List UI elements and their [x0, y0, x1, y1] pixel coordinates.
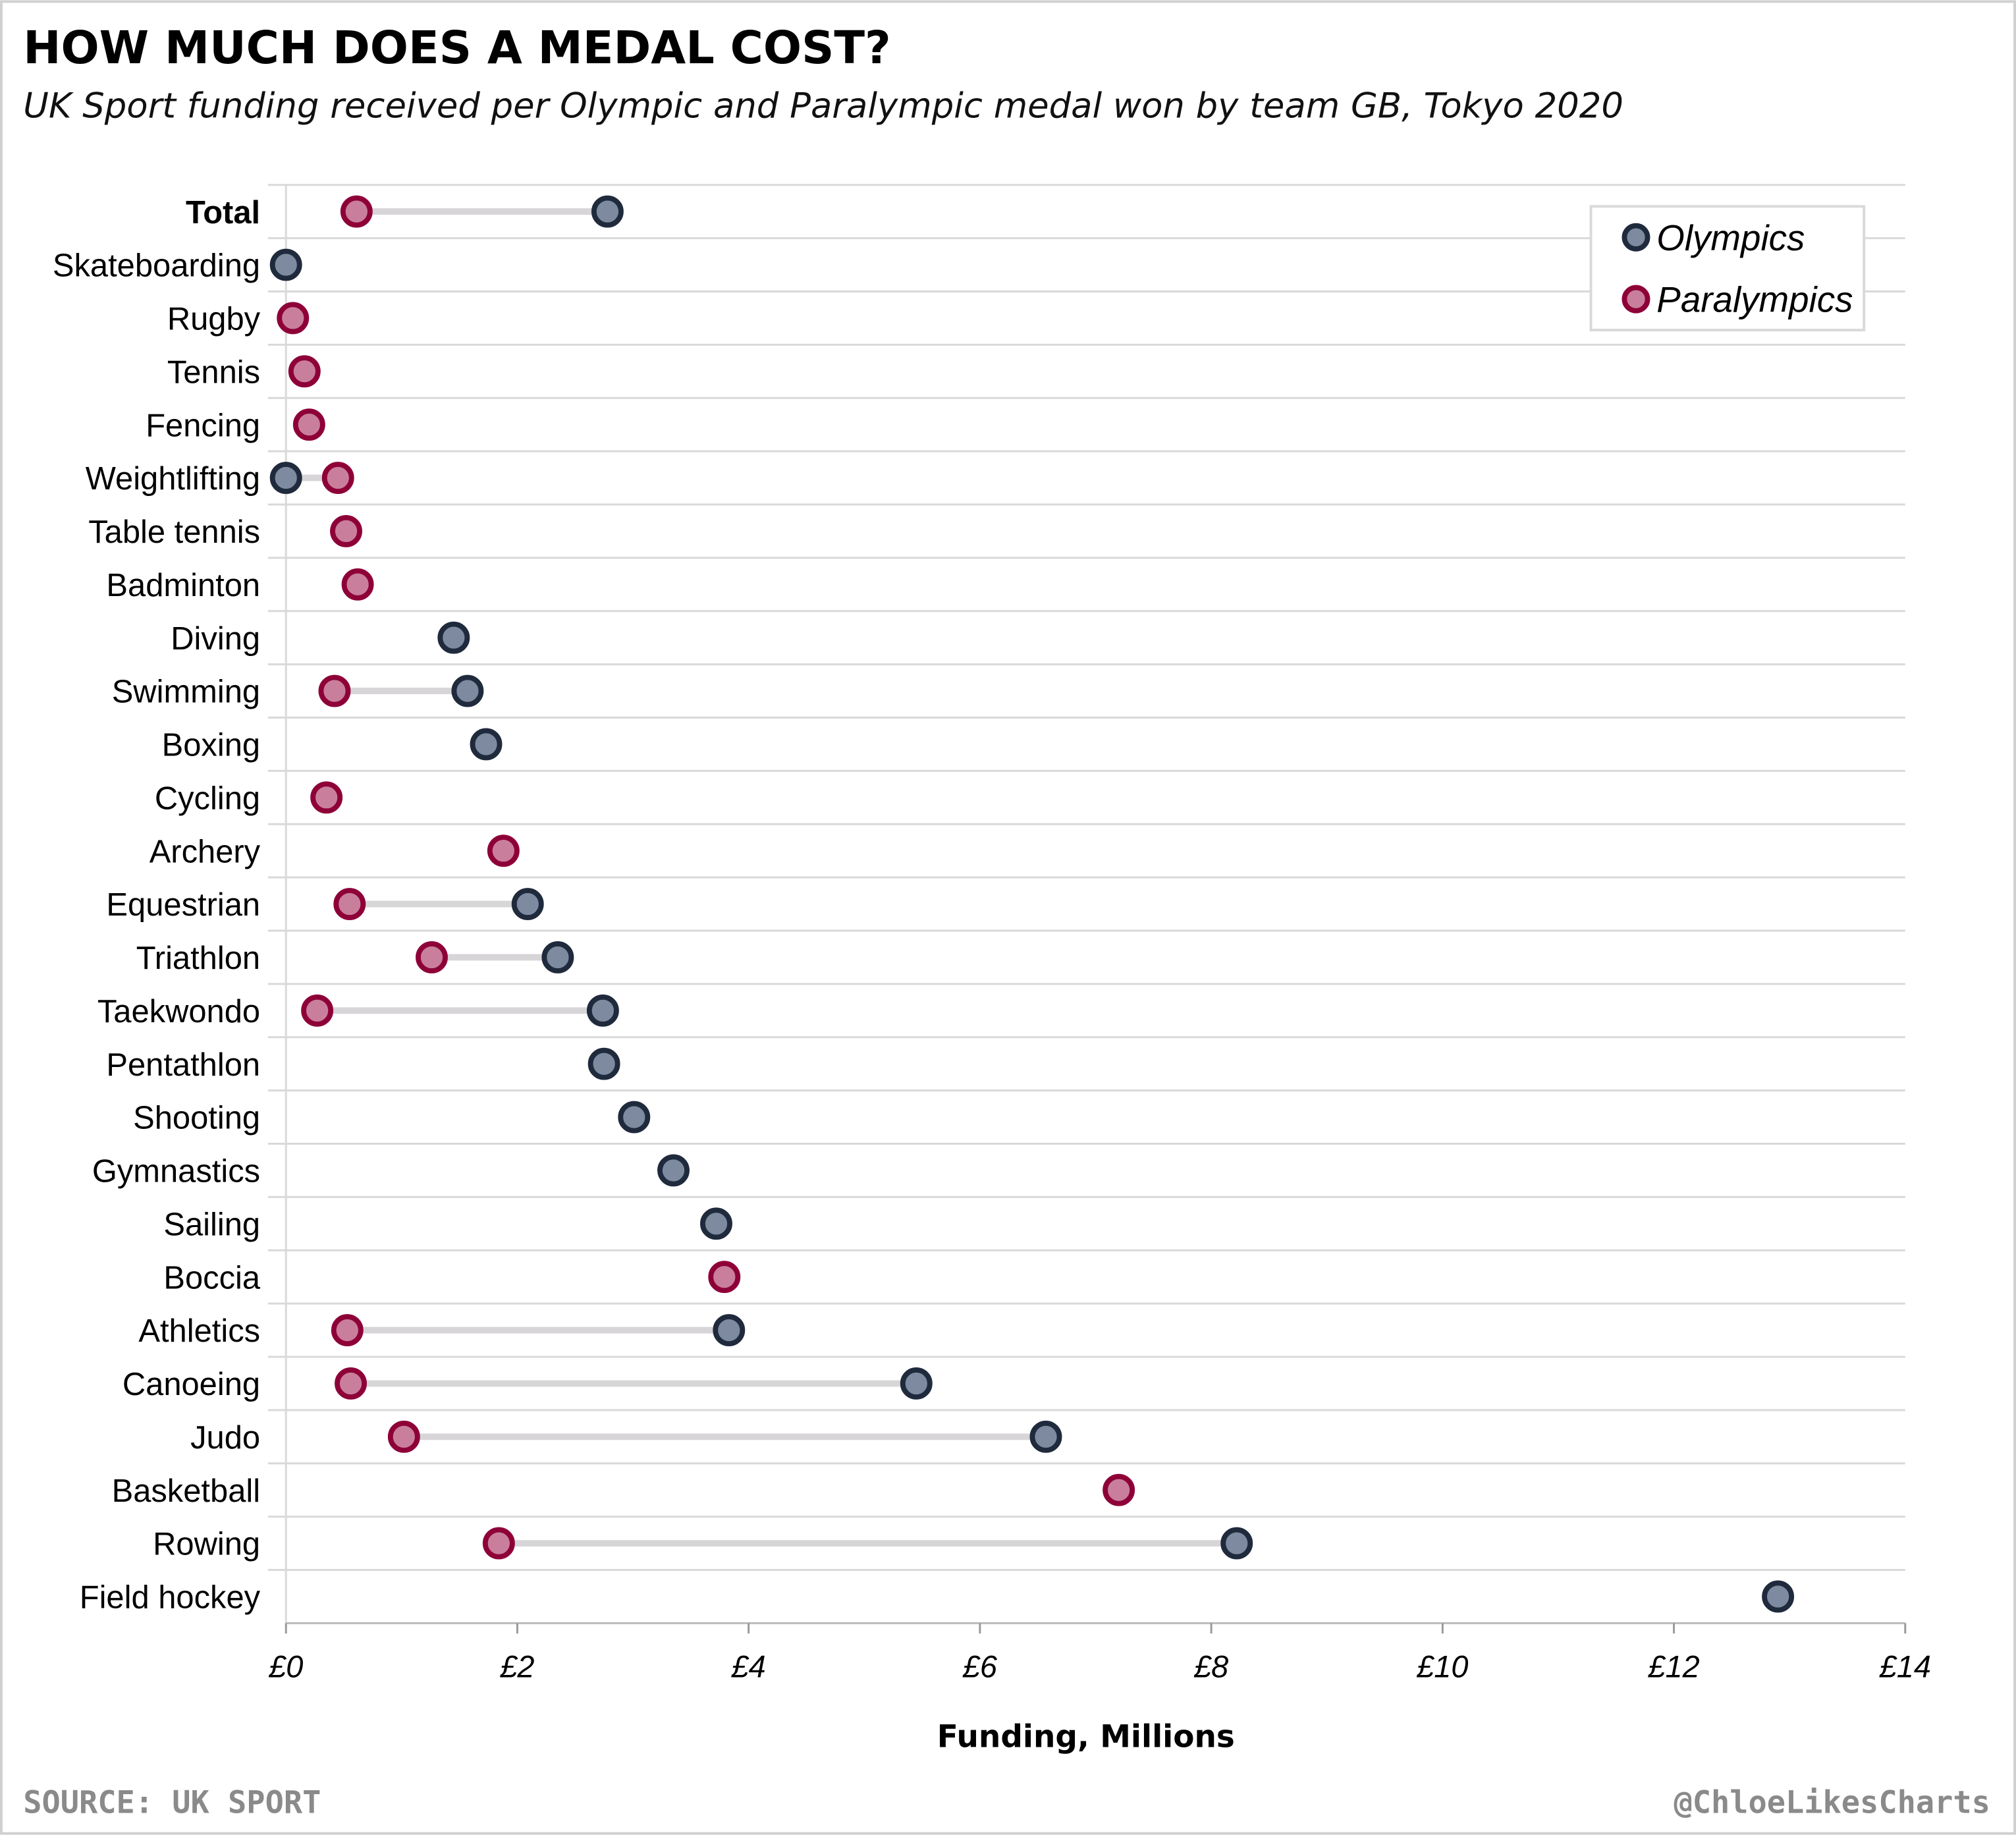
legend-paralympics-label: Paralympics	[1656, 279, 1853, 320]
category-label: Cycling	[155, 781, 260, 816]
source-note: SOURCE: UK SPORT	[23, 1784, 321, 1821]
x-tick-label: £8	[1193, 1650, 1228, 1684]
olympics-point	[269, 462, 302, 494]
x-tick-label: £6	[962, 1650, 998, 1684]
x-axis: £0 £2 £4 £6 £8 £10 £12 £14	[268, 1622, 1931, 1684]
category-label: Diving	[171, 621, 260, 657]
paralympics-point	[341, 568, 374, 601]
x-tick-label: £2	[499, 1650, 534, 1684]
category-label: Skateboarding	[53, 248, 260, 284]
legend: Olympics Paralympics	[1589, 205, 1866, 332]
paralympics-point	[277, 302, 310, 335]
legend-olympics-marker	[1621, 223, 1650, 252]
olympics-point	[1762, 1580, 1795, 1613]
x-tick-label: £0	[268, 1650, 303, 1684]
paralympics-point	[318, 674, 351, 707]
category-label: Badminton	[106, 568, 260, 603]
category-label: Pentathlon	[106, 1047, 260, 1083]
paralympics-point	[708, 1261, 741, 1294]
paralympics-point	[301, 994, 334, 1027]
paralympics-point	[333, 888, 366, 921]
category-label: Boxing	[162, 728, 260, 763]
paralympics-point	[340, 195, 373, 228]
olympics-point	[657, 1154, 690, 1187]
category-label: Archery	[150, 834, 261, 869]
paralympics-point	[387, 1420, 420, 1453]
x-axis-title: Funding, Millions	[937, 1719, 1235, 1755]
category-label: Basketball	[112, 1473, 261, 1509]
category-label: Field hockey	[80, 1580, 261, 1616]
olympics-point	[587, 1047, 620, 1080]
category-label: Rowing	[153, 1527, 260, 1562]
category-label: Weightlifting	[86, 461, 260, 497]
legend-paralympics-marker	[1621, 285, 1650, 314]
chart-title: HOW MUCH DOES A MEDAL COST?	[23, 22, 891, 74]
category-labels: Total Skateboarding Rugby Tennis Fencing Weig…	[53, 195, 261, 1616]
category-label: Canoeing	[123, 1367, 260, 1402]
olympics-point	[700, 1207, 732, 1240]
paralympics-point	[331, 1314, 364, 1347]
paralympics-point	[292, 408, 325, 441]
olympics-point	[591, 195, 624, 228]
legend-olympics-label: Olympics	[1656, 217, 1805, 258]
olympics-point	[511, 888, 544, 921]
olympics-point	[470, 728, 503, 761]
credit: @ChloeLikesCharts	[1674, 1784, 1990, 1821]
category-label: Shooting	[133, 1101, 260, 1136]
olympics-point	[1220, 1527, 1253, 1560]
points	[269, 195, 1795, 1613]
paralympics-point	[335, 1367, 368, 1400]
paralympics-point	[310, 781, 343, 814]
category-label: Total	[186, 195, 260, 231]
x-tick-label: £4	[731, 1650, 766, 1684]
olympics-point	[1029, 1420, 1062, 1453]
olympics-point	[541, 941, 574, 973]
connectors	[286, 208, 1237, 1547]
paralympics-point	[288, 355, 321, 388]
paralympics-point	[321, 462, 354, 494]
x-tick-label: £10	[1416, 1650, 1468, 1684]
olympics-point	[451, 674, 484, 707]
category-label: Equestrian	[106, 887, 260, 923]
category-label: Rugby	[167, 302, 261, 337]
olympics-point	[437, 621, 470, 654]
category-label: Athletics	[138, 1313, 260, 1349]
gridlines	[267, 184, 1905, 1624]
paralympics-point	[330, 514, 362, 547]
category-label: Triathlon	[136, 941, 260, 976]
olympics-point	[900, 1367, 933, 1400]
paralympics-point	[416, 941, 448, 973]
paralympics-point	[482, 1527, 515, 1560]
category-label: Tennis	[167, 354, 260, 390]
category-label: Taekwondo	[97, 994, 260, 1029]
olympics-point	[618, 1101, 651, 1134]
category-label: Sailing	[163, 1207, 260, 1242]
olympics-point	[713, 1314, 746, 1347]
category-label: Swimming	[112, 674, 260, 710]
category-label: Gymnastics	[92, 1154, 260, 1190]
chart-subtitle: UK Sport funding received per Olympic an…	[23, 86, 1623, 126]
x-tick-label: £14	[1879, 1650, 1931, 1684]
olympics-point	[586, 994, 619, 1027]
category-label: Boccia	[163, 1260, 261, 1296]
paralympics-point	[1103, 1473, 1135, 1506]
category-label: Fencing	[146, 408, 260, 443]
x-tick-label: £12	[1647, 1650, 1699, 1684]
category-label: Judo	[190, 1420, 260, 1456]
olympics-point	[269, 248, 302, 281]
category-label: Table tennis	[88, 514, 260, 550]
paralympics-point	[487, 835, 520, 867]
